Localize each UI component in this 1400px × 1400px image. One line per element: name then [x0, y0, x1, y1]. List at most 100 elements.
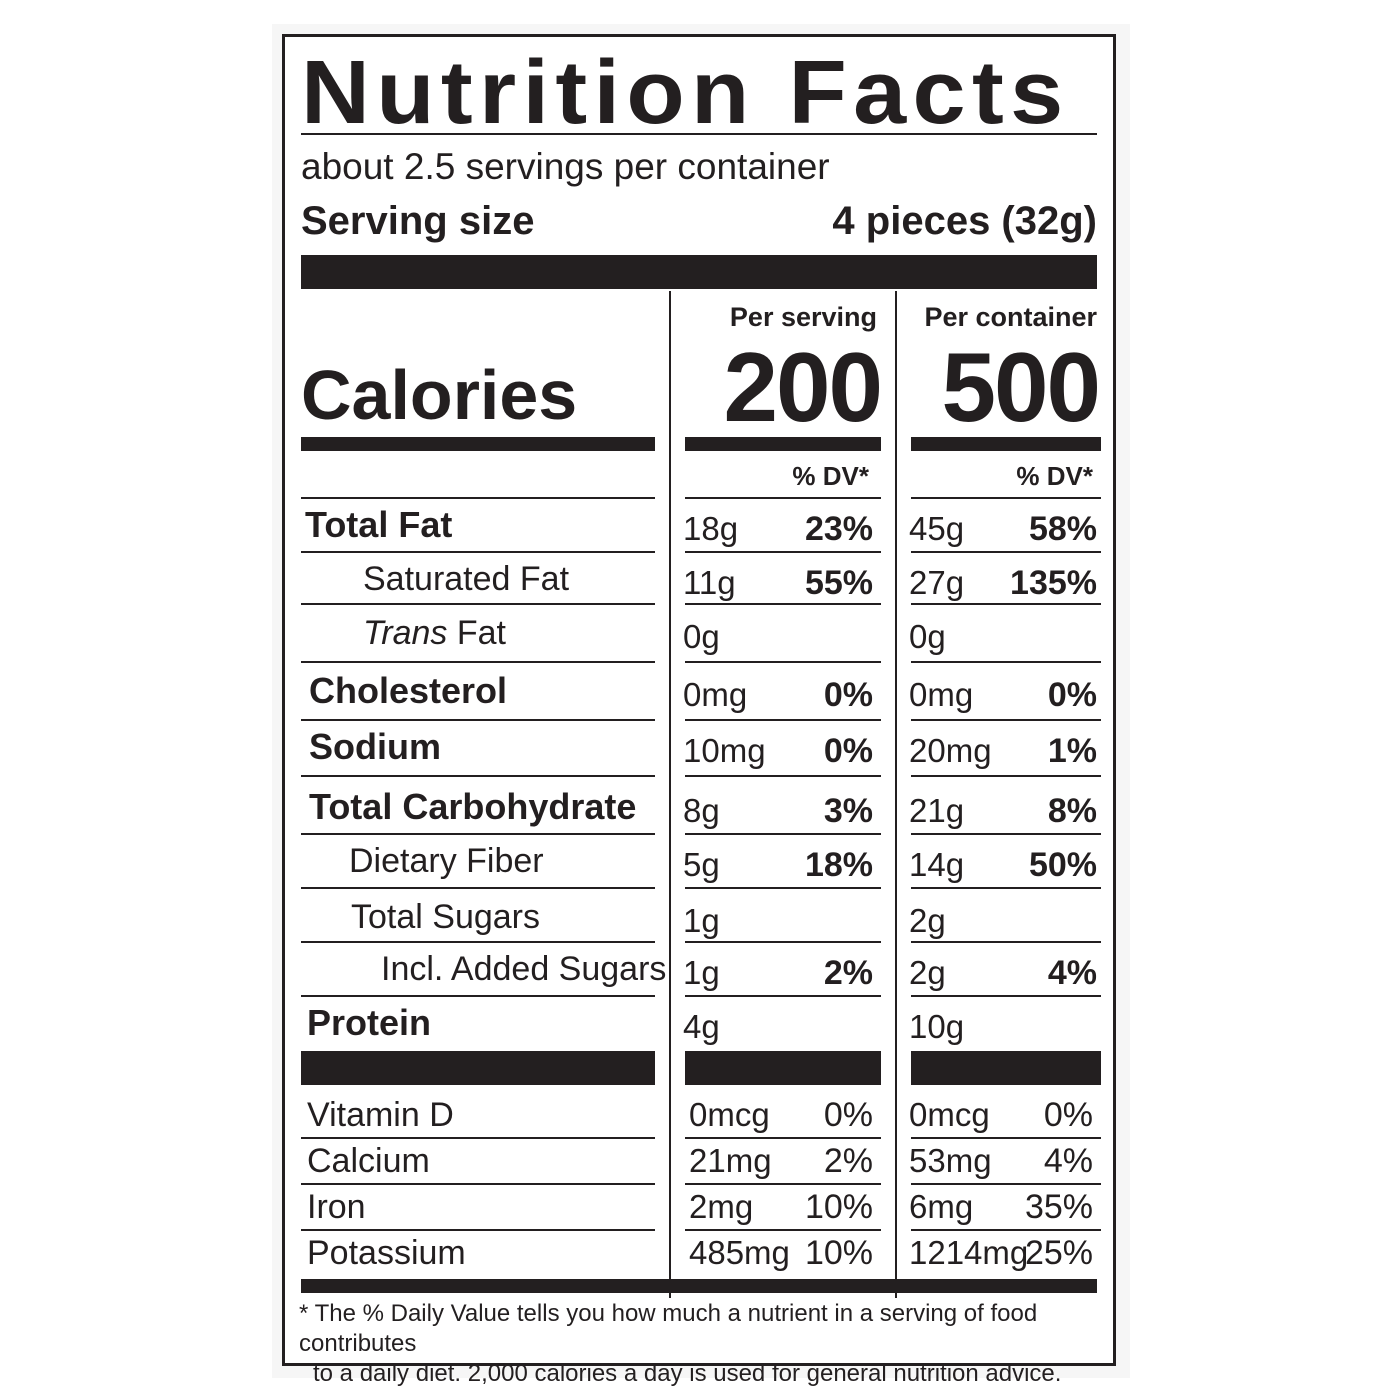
container-amount: 10g: [909, 1008, 965, 1045]
serving-dv: 0%: [823, 1096, 873, 1134]
calories-bar-right: [911, 437, 1101, 451]
row-divider: [685, 995, 881, 997]
row-divider: [685, 1137, 881, 1139]
container-amount: 2g: [909, 954, 946, 991]
row-divider: [911, 661, 1101, 663]
vitamin-name: Iron: [307, 1188, 366, 1226]
servings-per-container: about 2.5 servings per container: [301, 146, 830, 187]
dv-header-serving: % DV*: [792, 461, 869, 491]
calories-label: Calories: [301, 356, 578, 434]
serving-amount: 1g: [683, 902, 720, 939]
nutrient-name-rest: Fat: [447, 614, 506, 652]
thick-divider-vitamins-middle: [685, 1051, 881, 1085]
serving-amount: 11g: [683, 564, 736, 601]
row-divider: [685, 497, 881, 499]
container-dv: 25%: [1024, 1234, 1093, 1272]
calories-bar-middle: [685, 437, 881, 451]
row-divider: [301, 833, 655, 835]
serving-dv: 10%: [804, 1234, 873, 1272]
row-divider: [301, 995, 655, 997]
serving-amount: 4g: [683, 1008, 720, 1045]
row-divider: [685, 1229, 881, 1231]
column-divider-left: [669, 291, 671, 1298]
container-dv: 50%: [1028, 846, 1097, 884]
row-divider: [301, 941, 655, 943]
nutrition-facts-label: Nutrition Facts about 2.5 servings per c…: [282, 34, 1116, 1387]
footnote-line-1: * The % Daily Value tells you how much a…: [299, 1300, 1038, 1357]
row-divider: [911, 551, 1101, 553]
dv-header-container: % DV*: [1016, 461, 1093, 491]
nutrient-name: Trans Fat: [363, 613, 506, 653]
row-divider: [685, 941, 881, 943]
serving-amount: 10mg: [683, 732, 766, 769]
nutrient-name: Incl. Added Sugars: [381, 950, 667, 988]
row-divider: [911, 1229, 1101, 1231]
container-amount: 20mg: [909, 732, 992, 769]
nutrient-name: Total Sugars: [351, 898, 540, 936]
row-divider: [301, 887, 655, 889]
container-dv: 0%: [1043, 1096, 1093, 1134]
row-divider: [685, 719, 881, 721]
nutrient-name: Saturated Fat: [363, 560, 570, 598]
container-amount: 0mcg: [909, 1096, 990, 1133]
per-serving-header: Per serving: [729, 302, 877, 332]
serving-dv: 0%: [823, 732, 873, 770]
row-divider: [685, 661, 881, 663]
serving-amount: 8g: [683, 792, 720, 829]
row-divider: [301, 719, 655, 721]
nutrient-name: Total Fat: [305, 504, 453, 545]
row-divider: [911, 497, 1101, 499]
container-amount: 45g: [909, 510, 965, 547]
serving-amount: 5g: [683, 846, 720, 883]
container-dv: 35%: [1024, 1188, 1093, 1226]
row-divider: [685, 833, 881, 835]
serving-dv: 2%: [823, 1142, 873, 1180]
column-divider-right: [895, 291, 897, 1298]
serving-dv: 18%: [804, 846, 873, 884]
row-divider: [911, 1183, 1101, 1185]
serving-amount: 0mg: [683, 676, 748, 713]
row-divider: [911, 719, 1101, 721]
nutrient-name-italic: Trans: [363, 614, 448, 652]
daily-value-footnote: * The % Daily Value tells you how much a…: [299, 1299, 1109, 1389]
label-title: Nutrition Facts: [301, 43, 1070, 143]
row-divider: [911, 995, 1101, 997]
row-divider: [911, 1137, 1101, 1139]
row-divider: [301, 775, 655, 777]
calories-bar-left: [301, 437, 655, 451]
nutrient-name: Protein: [307, 1002, 432, 1043]
serving-dv: 3%: [823, 792, 873, 830]
serving-amount: 18g: [683, 510, 739, 547]
row-divider: [911, 941, 1101, 943]
container-dv: 4%: [1043, 1142, 1093, 1180]
serving-amount: 485mg: [689, 1234, 790, 1271]
vitamin-name: Vitamin D: [307, 1096, 454, 1134]
calories-per-serving: 200: [723, 332, 883, 442]
nutrient-name: Sodium: [309, 726, 441, 767]
container-dv: 4%: [1047, 954, 1097, 992]
row-divider: [301, 1183, 655, 1185]
calories-per-container: 500: [941, 332, 1101, 442]
row-divider: [301, 1229, 655, 1231]
vitamin-name: Potassium: [307, 1234, 466, 1272]
row-divider: [685, 1183, 881, 1185]
serving-size-value: 4 pieces (32g): [832, 199, 1097, 243]
serving-amount: 0g: [683, 618, 720, 655]
row-divider: [301, 603, 655, 605]
row-divider: [911, 833, 1101, 835]
thick-divider-vitamins-left: [301, 1051, 655, 1085]
thick-divider-bottom: [301, 1279, 1097, 1293]
container-amount: 21g: [909, 792, 965, 829]
container-dv: 8%: [1047, 792, 1097, 830]
footnote-line-2: to a daily diet. 2,000 calories a day is…: [313, 1360, 1062, 1387]
container-amount: 2g: [909, 902, 946, 939]
nutrient-name: Total Carbohydrate: [309, 786, 637, 827]
container-dv: 58%: [1028, 510, 1097, 548]
serving-dv: 0%: [823, 676, 873, 714]
vitamin-name: Calcium: [307, 1142, 430, 1180]
row-divider: [911, 775, 1101, 777]
container-amount: 6mg: [909, 1188, 974, 1225]
serving-amount: 1g: [683, 954, 720, 991]
container-amount: 0g: [909, 618, 946, 655]
row-divider: [911, 887, 1101, 889]
